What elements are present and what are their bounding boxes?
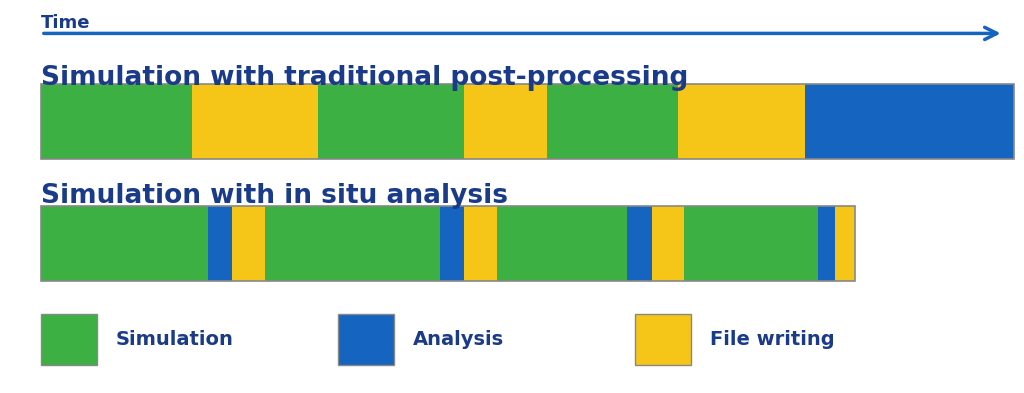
Bar xyxy=(338,314,394,365)
Bar xyxy=(627,206,651,281)
Bar xyxy=(41,314,97,365)
Bar xyxy=(232,206,265,281)
Bar xyxy=(191,84,318,159)
Bar xyxy=(41,84,191,159)
Bar xyxy=(684,206,818,281)
Bar xyxy=(318,84,464,159)
Bar xyxy=(547,84,678,159)
Text: Time: Time xyxy=(41,14,90,32)
Bar xyxy=(208,206,232,281)
Bar xyxy=(265,206,440,281)
Bar xyxy=(818,206,835,281)
Text: File writing: File writing xyxy=(710,331,835,349)
Bar xyxy=(440,206,464,281)
Text: Simulation with traditional post-processing: Simulation with traditional post-process… xyxy=(41,65,688,91)
Bar xyxy=(635,314,691,365)
Bar xyxy=(651,206,684,281)
Bar xyxy=(497,206,627,281)
Bar xyxy=(464,206,497,281)
Text: Simulation with in situ analysis: Simulation with in situ analysis xyxy=(41,183,508,209)
Bar xyxy=(678,84,805,159)
Bar xyxy=(41,84,1014,159)
Text: Analysis: Analysis xyxy=(413,331,504,349)
Bar xyxy=(464,84,547,159)
Bar xyxy=(805,84,1014,159)
Text: Simulation: Simulation xyxy=(116,331,233,349)
Bar xyxy=(41,206,855,281)
Bar xyxy=(835,206,855,281)
Bar xyxy=(41,206,208,281)
